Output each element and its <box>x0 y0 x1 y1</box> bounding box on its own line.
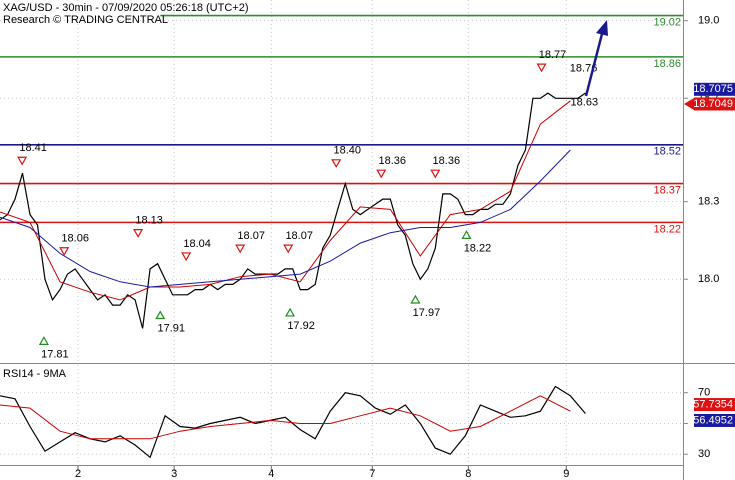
pivot-label: 18.40 <box>333 145 361 157</box>
pivot-marker <box>285 307 296 317</box>
level-label: 18.37 <box>653 184 681 196</box>
series-line <box>0 92 586 329</box>
last-value-label: 57.7354 <box>693 398 733 410</box>
level-label: 19.02 <box>653 16 681 28</box>
x-tick-label: 2 <box>75 468 81 480</box>
trend-arrow <box>584 29 605 97</box>
x-tick-label: 8 <box>465 468 471 480</box>
pivot-label: 18.77 <box>539 49 567 61</box>
end-label: 18.63 <box>571 96 599 108</box>
pivot-label: 18.07 <box>237 230 265 242</box>
end-label: 18.76 <box>570 63 598 75</box>
pivot-marker <box>410 294 421 304</box>
pivot-label: 18.04 <box>183 238 211 250</box>
pivot-marker <box>133 229 144 238</box>
level-label: 18.86 <box>653 58 681 70</box>
pivot-label: 18.41 <box>19 142 47 154</box>
pivot-label: 18.07 <box>285 230 313 242</box>
pivot-label: 17.91 <box>157 322 185 334</box>
pivot-label: 18.36 <box>433 155 461 167</box>
y-tick-label: 18.3 <box>698 196 719 208</box>
pivot-marker <box>376 169 387 179</box>
y-tick-label: 19.0 <box>698 15 719 27</box>
series-line <box>0 149 571 288</box>
last-value-box <box>694 398 735 412</box>
pivot-marker <box>536 63 547 73</box>
x-tick-label: 4 <box>268 468 274 480</box>
last-value-box <box>694 413 735 427</box>
chart-title: XAG/USD - 30min - 07/09/2020 05:26:18 (U… <box>3 2 248 14</box>
pivot-marker <box>235 244 246 254</box>
series-line <box>0 100 571 301</box>
last-value-label: 56.4952 <box>693 414 733 426</box>
last-value-box <box>694 82 735 96</box>
y-tick-label: 30 <box>698 448 710 460</box>
x-tick-label: 7 <box>369 468 375 480</box>
series-line <box>0 395 571 440</box>
pivot-marker <box>331 159 342 169</box>
pivot-label: 17.92 <box>287 320 315 332</box>
trend-arrow-head <box>596 20 608 36</box>
pivot-marker <box>17 156 28 166</box>
last-value-label: 18.7049 <box>693 98 733 110</box>
x-tick-label: 3 <box>171 468 177 480</box>
pivot-marker <box>155 310 166 320</box>
rsi-title: RSI14 - 9MA <box>3 368 67 380</box>
pivot-marker <box>38 336 49 345</box>
last-value-pointer <box>684 97 694 110</box>
last-value-label: 18.7075 <box>693 83 733 95</box>
pivot-label: 18.06 <box>61 233 89 245</box>
pivot-label: 17.81 <box>41 348 69 360</box>
pivot-label: 18.22 <box>464 242 492 254</box>
pivot-label: 17.97 <box>413 307 441 319</box>
y-tick-label: 70 <box>698 387 710 399</box>
series-line <box>0 385 586 459</box>
pivot-marker <box>461 230 472 239</box>
pivot-label: 18.36 <box>379 155 407 167</box>
level-label: 18.52 <box>653 146 681 158</box>
level-label: 18.22 <box>653 223 681 235</box>
pivot-marker <box>430 169 441 179</box>
x-tick-label: 9 <box>563 468 569 480</box>
chart-source: Research © TRADING CENTRAL <box>3 14 168 26</box>
pivot-label: 18.13 <box>135 215 163 227</box>
pivot-marker <box>283 244 294 254</box>
last-value-box <box>694 97 735 111</box>
pivot-marker <box>181 252 192 262</box>
pivot-marker <box>59 247 70 256</box>
y-tick-label: 18.0 <box>698 273 719 285</box>
